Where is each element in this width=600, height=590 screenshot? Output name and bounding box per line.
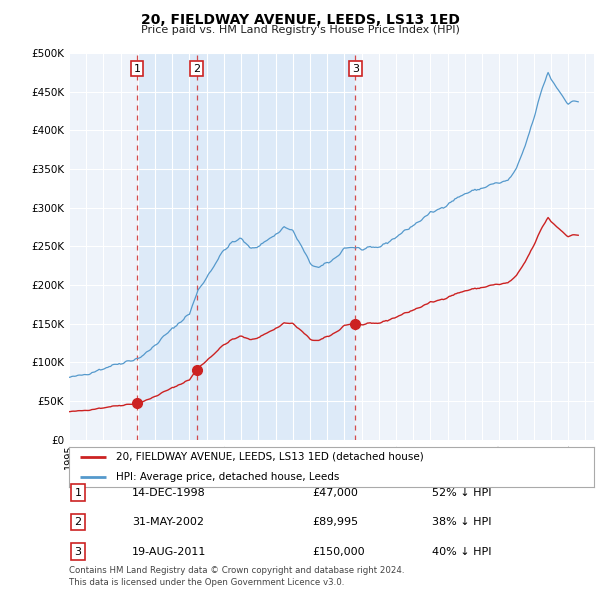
Text: HPI: Average price, detached house, Leeds: HPI: Average price, detached house, Leed… [116,472,340,481]
Bar [137,53,197,440]
Text: £89,995: £89,995 [312,517,358,527]
Text: 2: 2 [193,64,200,74]
Text: 3: 3 [74,547,82,556]
Text: 1: 1 [74,488,82,497]
Bar [355,53,594,440]
Text: 14-DEC-1998: 14-DEC-1998 [132,488,206,497]
Text: £47,000: £47,000 [312,488,358,497]
Bar [197,53,355,440]
Bar [69,53,137,440]
Text: 40% ↓ HPI: 40% ↓ HPI [432,547,491,556]
Text: £150,000: £150,000 [312,547,365,556]
Text: 19-AUG-2011: 19-AUG-2011 [132,547,206,556]
Text: 52% ↓ HPI: 52% ↓ HPI [432,488,491,497]
Text: Price paid vs. HM Land Registry's House Price Index (HPI): Price paid vs. HM Land Registry's House … [140,25,460,35]
Text: 2: 2 [74,517,82,527]
Text: 20, FIELDWAY AVENUE, LEEDS, LS13 1ED: 20, FIELDWAY AVENUE, LEEDS, LS13 1ED [140,13,460,27]
Text: 31-MAY-2002: 31-MAY-2002 [132,517,204,527]
Text: Contains HM Land Registry data © Crown copyright and database right 2024.
This d: Contains HM Land Registry data © Crown c… [69,566,404,587]
Text: 3: 3 [352,64,359,74]
Text: 1: 1 [134,64,140,74]
Text: 20, FIELDWAY AVENUE, LEEDS, LS13 1ED (detached house): 20, FIELDWAY AVENUE, LEEDS, LS13 1ED (de… [116,452,424,461]
Text: 38% ↓ HPI: 38% ↓ HPI [432,517,491,527]
